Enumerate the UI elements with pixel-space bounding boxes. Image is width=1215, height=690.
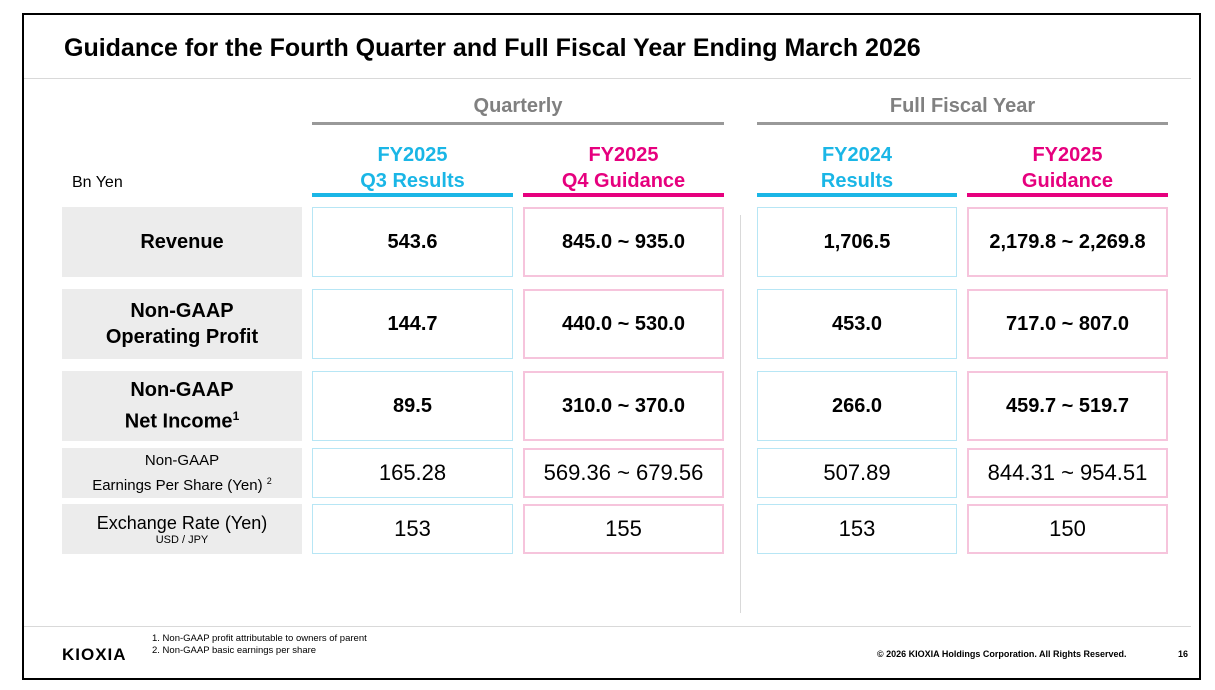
row-label-eps: Non-GAAP Earnings Per Share (Yen) 2 <box>62 448 302 498</box>
table-cell: 144.7 <box>312 289 513 359</box>
column-header-line1: FY2025 <box>1032 144 1103 166</box>
table-cell: 459.7 ~ 519.7 <box>967 371 1168 441</box>
column-header-line1: FY2024 <box>821 144 893 166</box>
row-label-line2: Earnings Per Share (Yen) 2 <box>92 471 272 496</box>
column-rule <box>757 193 957 197</box>
column-rule <box>967 193 1168 197</box>
column-header-fy2025-guidance: FY2025 Guidance <box>967 142 1168 194</box>
slide-frame <box>22 13 1201 680</box>
column-header-line1: FY2025 <box>377 144 448 166</box>
copyright: © 2026 KIOXIA Holdings Corporation. All … <box>877 649 1127 659</box>
row-label-revenue: Revenue <box>62 207 302 277</box>
table-cell: 844.31 ~ 954.51 <box>967 448 1168 498</box>
row-label-text: Operating Profit <box>105 326 259 348</box>
table-cell: 266.0 <box>757 371 957 441</box>
table-cell: 310.0 ~ 370.0 <box>523 371 724 441</box>
footnote: 2. Non-GAAP basic earnings per share <box>152 645 317 656</box>
table-cell: 153 <box>312 504 513 554</box>
column-header-line1: FY2025 <box>588 144 659 166</box>
row-label-text: Net Income <box>124 410 233 433</box>
group-label-quarterly: Quarterly <box>473 95 563 117</box>
table-cell: 1,706.5 <box>757 207 957 277</box>
column-header-line2: Results <box>820 170 894 192</box>
column-header-q4-guidance: FY2025 Q4 Guidance <box>523 142 724 194</box>
column-header-line2: Guidance <box>1021 170 1114 192</box>
table-cell: 155 <box>523 504 724 554</box>
table-cell: 507.89 <box>757 448 957 498</box>
row-label-text: Non-GAAP <box>144 451 220 469</box>
page-title: Guidance for the Fourth Quarter and Full… <box>64 34 921 62</box>
table-cell: 165.28 <box>312 448 513 498</box>
row-label-text: Non-GAAP <box>130 300 234 322</box>
column-header-fy2024-results: FY2024 Results <box>757 142 957 194</box>
table-cell: 569.36 ~ 679.56 <box>523 448 724 498</box>
group-rule-full-year <box>757 122 1168 125</box>
table-cell: 153 <box>757 504 957 554</box>
column-rule <box>312 193 513 197</box>
row-label-text: Revenue <box>140 231 224 253</box>
footnote-marker: 2 <box>266 475 272 486</box>
footnote: 1. Non-GAAP profit attributable to owner… <box>152 633 367 644</box>
table-cell: 717.0 ~ 807.0 <box>967 289 1168 359</box>
group-label-full-year: Full Fiscal Year <box>889 95 1036 117</box>
row-label-operating-profit: Non-GAAP Operating Profit <box>62 289 302 359</box>
group-separator <box>740 215 741 613</box>
table-cell: 150 <box>967 504 1168 554</box>
table-cell: 89.5 <box>312 371 513 441</box>
column-header-line2: Q4 Guidance <box>561 170 686 192</box>
footer-divider <box>24 626 1191 627</box>
row-label-net-income: Non-GAAP Net Income1 <box>62 371 302 441</box>
footnotes: 1. Non-GAAP profit attributable to owner… <box>152 633 367 657</box>
group-rule-quarterly <box>312 122 724 125</box>
unit-label: Bn Yen <box>72 174 123 191</box>
footnote-marker: 1 <box>232 409 240 424</box>
title-divider <box>24 78 1191 79</box>
row-label-subtext: USD / JPY <box>155 534 209 546</box>
row-label-text: Earnings Per Share (Yen) <box>92 476 263 494</box>
table-cell: 2,179.8 ~ 2,269.8 <box>967 207 1168 277</box>
row-label-text: Exchange Rate (Yen) <box>96 513 268 533</box>
table-cell: 845.0 ~ 935.0 <box>523 207 724 277</box>
page-number: 16 <box>1178 649 1189 659</box>
column-header-q3-results: FY2025 Q3 Results <box>312 142 513 194</box>
row-label-exchange-rate: Exchange Rate (Yen) USD / JPY <box>62 504 302 554</box>
row-label-text: Non-GAAP <box>130 379 234 402</box>
kioxia-logo: KIOXIA <box>62 645 127 664</box>
table-cell: 543.6 <box>312 207 513 277</box>
column-header-line2: Q3 Results <box>360 170 465 192</box>
column-rule <box>523 193 724 197</box>
table-cell: 453.0 <box>757 289 957 359</box>
table-cell: 440.0 ~ 530.0 <box>523 289 724 359</box>
row-label-line2: Net Income1 <box>125 403 240 435</box>
